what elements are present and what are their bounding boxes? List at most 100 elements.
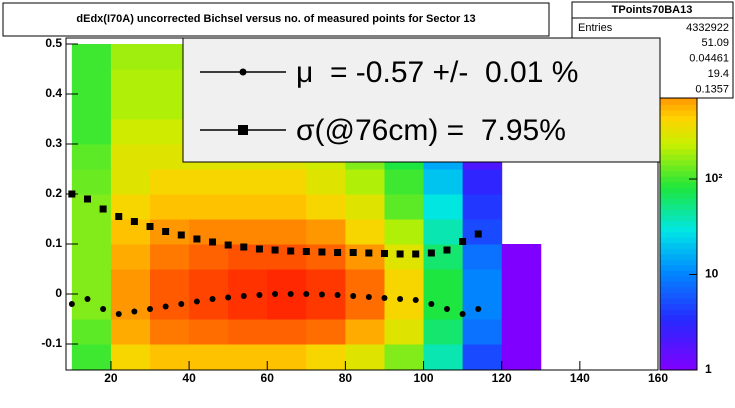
heat-cell (150, 244, 190, 270)
heat-cell (150, 294, 190, 320)
heat-cell (110, 69, 151, 95)
point (428, 301, 435, 307)
point (287, 291, 294, 297)
colorbar-band (660, 358, 697, 365)
colorbar-band (660, 98, 697, 105)
colorbar-band (660, 325, 697, 332)
point (271, 246, 279, 254)
point (365, 249, 373, 257)
y-tick-label: -0.1 (41, 336, 62, 350)
colorbar-band (660, 259, 697, 266)
colorbar-band (660, 364, 697, 371)
x-tick-label: 160 (648, 371, 668, 385)
point (302, 248, 310, 255)
heat-cell (71, 269, 112, 295)
colorbar-band (660, 126, 697, 133)
heat-cell (71, 44, 112, 70)
point (474, 230, 482, 238)
point (240, 243, 248, 251)
point (318, 248, 326, 256)
heat-cell (150, 319, 190, 345)
heat-cell (501, 244, 542, 270)
heat-cell (71, 94, 112, 120)
colorbar-band (660, 342, 697, 349)
point (443, 246, 451, 254)
point (381, 295, 388, 301)
colorbar-band (660, 353, 697, 360)
heat-cell (462, 294, 503, 320)
heat-cell (384, 169, 425, 195)
colorbar-band (660, 220, 697, 227)
heat-cell (71, 119, 112, 145)
colorbar-band (660, 154, 697, 161)
heat-cell (345, 319, 385, 345)
heat-cell (306, 269, 346, 295)
title-box (2, 2, 550, 37)
point (162, 228, 170, 235)
heat-cell (345, 344, 385, 370)
colorbar-band (660, 242, 697, 249)
colorbar-band (660, 209, 697, 216)
heat-cell (462, 344, 503, 370)
heat-cell (71, 319, 112, 345)
legend-label: μ = -0.57 +/- 0.01 % (296, 56, 578, 89)
point (99, 205, 107, 213)
colorbar-band (660, 237, 697, 244)
heat-cell (189, 294, 229, 320)
heat-cell (110, 344, 151, 370)
point (303, 291, 310, 297)
colorbar-band (660, 132, 697, 139)
heat-cell (423, 269, 464, 295)
point (100, 306, 107, 312)
colorbar-band (660, 192, 697, 199)
heat-cell (110, 44, 151, 70)
point (224, 241, 232, 249)
stats-value: 0.1357 (695, 83, 729, 95)
colorbar-band (660, 336, 697, 343)
stats-value: 4332922 (686, 22, 729, 34)
stats-value: 51.09 (701, 37, 729, 49)
legend-label: σ(@76cm) = 7.95% (296, 114, 566, 147)
heat-cell (150, 269, 190, 295)
colorbar-band (660, 320, 697, 327)
heat-cell (306, 194, 346, 220)
heat-cell (423, 294, 464, 320)
point (412, 297, 419, 303)
x-tick-label: 120 (492, 371, 512, 385)
heat-cell (189, 169, 229, 195)
heat-cell (189, 269, 229, 295)
heat-cell (462, 194, 503, 220)
point (68, 301, 75, 307)
heat-cell (423, 169, 464, 195)
point (334, 249, 342, 256)
heat-cell (71, 294, 112, 320)
colorbar-band (660, 187, 697, 194)
heat-cell (228, 194, 268, 220)
point (443, 306, 450, 312)
colorbar-band (660, 159, 697, 166)
heat-cell (423, 194, 464, 220)
heat-cell (267, 194, 307, 220)
y-tick-label: 0.2 (45, 186, 62, 200)
colorbar-band (660, 121, 697, 128)
x-tick-label: 100 (414, 371, 434, 385)
point (396, 250, 404, 258)
heat-cell (110, 319, 151, 345)
heat-cell (267, 269, 307, 295)
heat-cell (306, 244, 346, 270)
heat-cell (110, 269, 151, 295)
heat-cell (306, 319, 346, 345)
point (115, 213, 123, 220)
colorbar-band (660, 137, 697, 144)
heat-cell (423, 244, 464, 270)
colorbar-band (660, 181, 697, 188)
colorbar-band (660, 292, 697, 299)
point (427, 249, 435, 257)
heat-cell (501, 269, 542, 295)
colorbar-band (660, 264, 697, 271)
x-tick-label: 20 (104, 371, 118, 385)
heat-cell (267, 344, 307, 370)
colorbar-band (660, 109, 697, 116)
heat-cell (110, 169, 151, 195)
heat-cell (345, 169, 385, 195)
